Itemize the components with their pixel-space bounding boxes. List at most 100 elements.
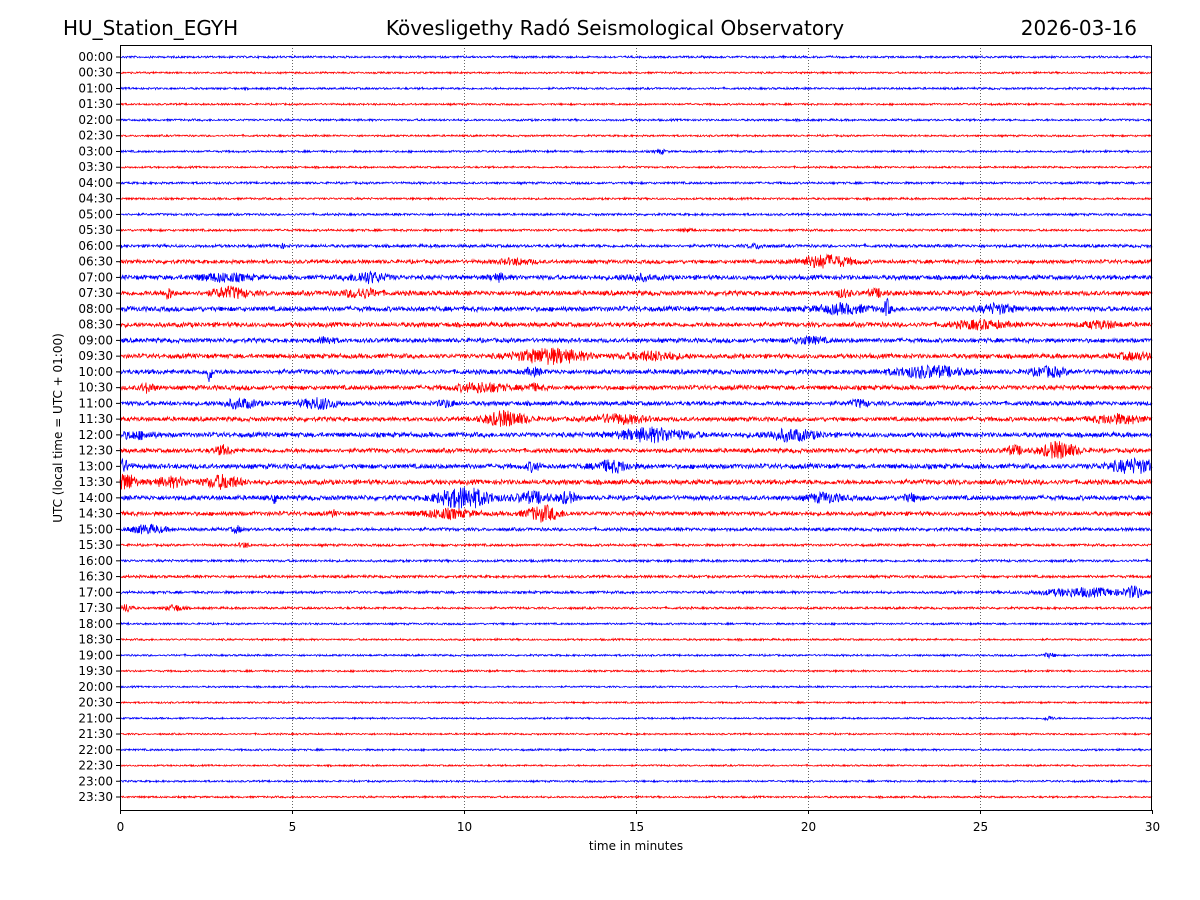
y-tick-label: 12:30 xyxy=(78,444,113,458)
x-tick-label: 15 xyxy=(629,820,644,834)
y-tick-label: 21:00 xyxy=(78,711,113,725)
grid-lines xyxy=(292,45,981,810)
trace-2200 xyxy=(119,747,1153,753)
y-tick-label: 01:00 xyxy=(78,81,113,95)
trace-0430 xyxy=(119,196,1153,202)
y-tick-label: 20:00 xyxy=(78,680,113,694)
trace-0600 xyxy=(119,241,1153,250)
trace-1930 xyxy=(120,668,1153,674)
y-tick-label: 21:30 xyxy=(78,727,113,741)
trace-1630 xyxy=(119,573,1152,580)
y-tick-label: 01:30 xyxy=(78,97,113,111)
y-tick-label: 16:30 xyxy=(78,570,113,584)
y-tick-label: 22:00 xyxy=(78,743,113,757)
y-tick-label: 09:00 xyxy=(78,333,113,347)
y-tick-label: 23:30 xyxy=(78,790,113,804)
y-tick-label: 17:30 xyxy=(78,601,113,615)
trace-0300 xyxy=(119,148,1153,156)
trace-1700 xyxy=(119,585,1153,599)
x-axis: 0 5 10 15 20 25 30 xyxy=(117,810,1160,834)
trace-2030 xyxy=(119,700,1153,705)
y-tick-label: 05:30 xyxy=(78,223,113,237)
y-tick-label: 19:00 xyxy=(78,648,113,662)
trace-1430 xyxy=(119,504,1153,523)
y-tick-label: 11:00 xyxy=(78,396,113,410)
y-tick-label: 10:30 xyxy=(78,381,113,395)
trace-1130 xyxy=(119,410,1153,427)
y-tick-label: 03:30 xyxy=(78,160,113,174)
y-tick-label: 15:00 xyxy=(78,522,113,536)
trace-2130 xyxy=(119,731,1153,737)
trace-0200 xyxy=(119,117,1153,123)
trace-0800 xyxy=(119,297,1153,317)
trace-1100 xyxy=(119,397,1153,411)
y-tick-label: 08:30 xyxy=(78,318,113,332)
trace-0900 xyxy=(119,334,1153,345)
y-tick-label: 02:00 xyxy=(78,113,113,127)
y-tick-label: 07:30 xyxy=(78,286,113,300)
x-tick-label: 10 xyxy=(457,820,472,834)
y-axis-label: UTC (local time = UTC + 01:00) xyxy=(51,333,65,523)
station-name: HU_Station_EGYH xyxy=(63,16,239,40)
x-tick-label: 30 xyxy=(1145,820,1160,834)
trace-2230 xyxy=(119,763,1153,768)
trace-1030 xyxy=(119,381,1153,394)
trace-0000 xyxy=(119,54,1152,60)
y-tick-label: 15:30 xyxy=(78,538,113,552)
y-tick-label: 13:00 xyxy=(78,459,113,473)
y-tick-label: 16:00 xyxy=(78,554,113,568)
y-tick-label: 22:30 xyxy=(78,759,113,773)
trace-0630 xyxy=(119,253,1153,269)
trace-0030 xyxy=(119,70,1153,76)
trace-0530 xyxy=(119,227,1152,233)
y-tick-label: 04:30 xyxy=(78,192,113,206)
y-tick-label: 07:00 xyxy=(78,270,113,284)
y-tick-label: 14:30 xyxy=(78,507,113,521)
trace-0730 xyxy=(119,285,1153,300)
chart-title: Kövesligethy Radó Seismological Observat… xyxy=(385,16,845,40)
x-tick-label: 0 xyxy=(117,820,125,834)
trace-2000 xyxy=(119,684,1153,689)
trace-1600 xyxy=(119,558,1153,564)
y-tick-label: 17:00 xyxy=(78,585,113,599)
trace-0230 xyxy=(119,133,1153,139)
trace-1200 xyxy=(119,426,1153,444)
trace-2100 xyxy=(119,715,1153,722)
y-tick-label: 18:30 xyxy=(78,633,113,647)
y-tick-label: 18:00 xyxy=(78,617,113,631)
trace-1230 xyxy=(119,440,1153,459)
y-tick-label: 06:00 xyxy=(78,239,113,253)
trace-1830 xyxy=(119,637,1153,642)
trace-1330 xyxy=(119,473,1153,490)
y-tick-label: 09:30 xyxy=(78,349,113,363)
y-tick-label: 03:00 xyxy=(78,144,113,158)
y-tick-label: 10:00 xyxy=(78,365,113,379)
trace-2300 xyxy=(119,778,1153,784)
y-tick-label: 08:00 xyxy=(78,302,113,316)
y-tick-label: 06:30 xyxy=(78,255,113,269)
y-tick-label: 23:00 xyxy=(78,774,113,788)
trace-1000 xyxy=(119,364,1153,383)
trace-0500 xyxy=(119,211,1152,218)
y-tick-label: 00:30 xyxy=(78,66,113,80)
y-tick-label: 20:30 xyxy=(78,696,113,710)
y-tick-label: 11:30 xyxy=(78,412,113,426)
y-tick-label: 19:30 xyxy=(78,664,113,678)
trace-0930 xyxy=(119,347,1153,365)
trace-1500 xyxy=(119,523,1153,535)
trace-1730 xyxy=(119,603,1153,613)
trace-0130 xyxy=(119,101,1153,107)
y-tick-label: 02:30 xyxy=(78,129,113,143)
y-tick-label: 04:00 xyxy=(78,176,113,190)
y-tick-label: 14:00 xyxy=(78,491,113,505)
y-tick-label: 13:30 xyxy=(78,475,113,489)
x-tick-label: 5 xyxy=(289,820,297,834)
y-tick-label: 00:00 xyxy=(78,50,113,64)
trace-0330 xyxy=(119,164,1153,170)
trace-1900 xyxy=(120,652,1153,660)
plot-frame xyxy=(120,45,1152,811)
x-axis-label: time in minutes xyxy=(589,839,683,853)
y-tick-label: 05:00 xyxy=(78,207,113,221)
